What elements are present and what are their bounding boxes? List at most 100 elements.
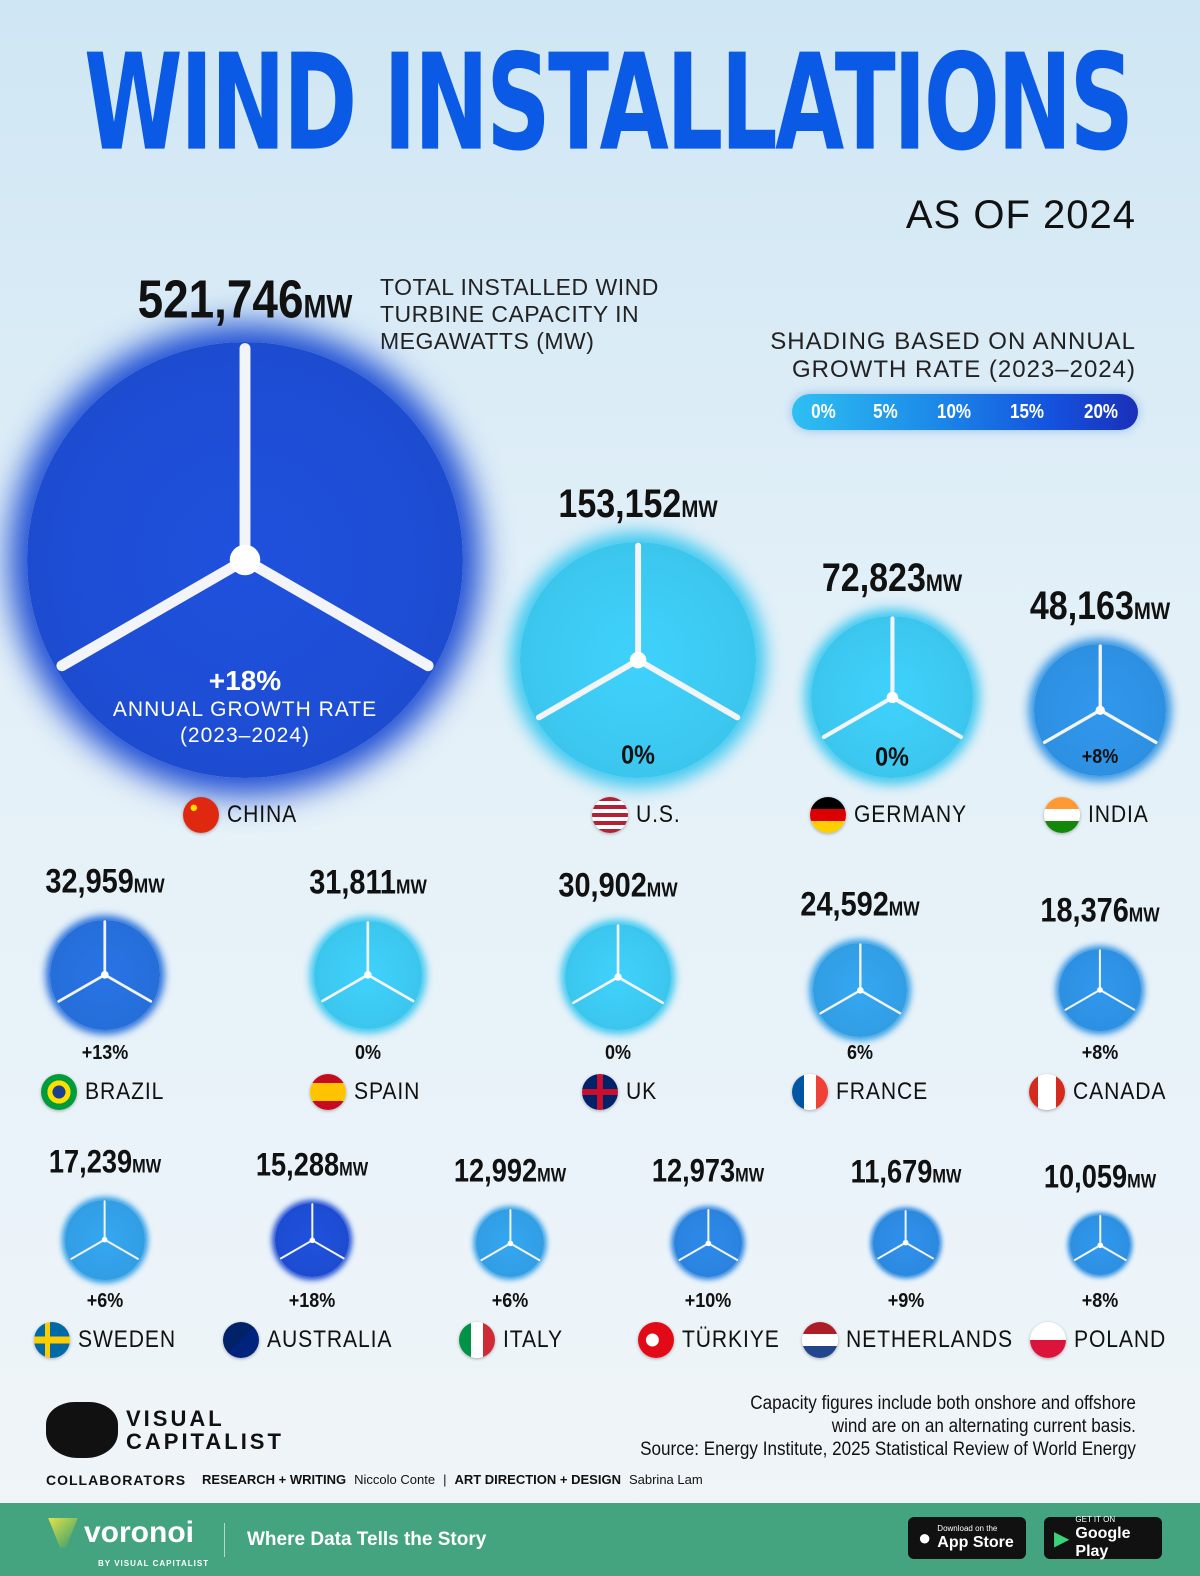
divider: | [443, 1472, 447, 1487]
bubble-china [27, 342, 463, 778]
country-name: BRAZIL [85, 1077, 165, 1105]
bubble-australia [274, 1202, 350, 1278]
country-name: SPAIN [354, 1077, 421, 1105]
bubble-netherlands [873, 1210, 939, 1276]
turbine-blade [572, 975, 620, 1005]
turbine-blade [239, 554, 434, 672]
turbine-icon [572, 924, 664, 1005]
growth-label: 0% [875, 741, 909, 772]
bubble-italy [475, 1208, 545, 1278]
country-label: SPAIN [310, 1074, 429, 1110]
capacity-value: 10,059 [1043, 1158, 1128, 1195]
flag-icon [810, 797, 846, 833]
voronoi-icon [48, 1517, 78, 1548]
turbine-blade [678, 1241, 709, 1261]
turbine-blade [1073, 1243, 1101, 1261]
capacity-value: 521,746 [137, 269, 304, 330]
capacity-label: 32,959MW [45, 863, 165, 901]
turbine-hub [1097, 987, 1103, 993]
turbine-blade [616, 975, 664, 1005]
visual-capitalist-logo: VISUAL CAPITALIST [46, 1402, 284, 1458]
unit: MW [133, 875, 165, 898]
color-legend-bar: 0% 5% 10% 15% 20% [792, 394, 1138, 430]
google-play-button[interactable]: ▶ GET IT ON Google Play [1044, 1515, 1162, 1560]
bubble-uk [564, 923, 672, 1031]
play-small: GET IT ON [1075, 1515, 1116, 1524]
unit: MW [1128, 904, 1160, 927]
bubble-india [1033, 643, 1167, 777]
unit: MW [396, 876, 427, 899]
voronoi-logo[interactable]: voronoi [48, 1517, 194, 1548]
tagline: Where Data Tells the Story [224, 1522, 486, 1557]
country-label: UK [582, 1074, 661, 1110]
country-name: INDIA [1088, 800, 1149, 828]
country-label: U.S. [592, 797, 687, 833]
turbine-blade [103, 973, 153, 1003]
bubble-brazil [50, 920, 160, 1030]
capacity-value: 12,973 [651, 1152, 736, 1189]
growth-label: +8% [1081, 1290, 1119, 1312]
capacity-label: 15,288MW [255, 1146, 368, 1183]
capacity-label: 12,992MW [454, 1152, 566, 1188]
bubble-canada [1059, 949, 1141, 1031]
flag-icon [223, 1322, 259, 1358]
capacity-label: 48,163MW [1030, 584, 1170, 628]
size-description: TOTAL INSTALLED WIND TURBINE CAPACITY IN… [380, 274, 659, 354]
research-label: RESEARCH + WRITING [202, 1472, 347, 1487]
flag-icon [592, 797, 628, 833]
turbine-blade [480, 1241, 511, 1261]
turbine-hub [629, 651, 647, 669]
capacity-value: 17,239 [48, 1143, 133, 1180]
capacity-label: 17,239MW [48, 1143, 161, 1180]
country-name: SWEDEN [78, 1325, 176, 1353]
growth-label: +8% [1081, 1042, 1119, 1064]
capacity-label: 72,823MW [822, 556, 962, 600]
turbine-icon [57, 920, 153, 1003]
capacity-value: 30,902 [558, 866, 647, 905]
turbine-blade [1042, 708, 1102, 744]
voronoi-sub: BY VISUAL CAPITALIST [98, 1559, 210, 1568]
country-name: ITALY [503, 1325, 563, 1353]
turbine-blade [310, 1238, 345, 1260]
turbine-blade [56, 554, 251, 672]
capacity-value: 18,376 [1040, 891, 1129, 930]
capacity-value: 11,679 [850, 1153, 933, 1190]
turbine-icon [70, 1200, 140, 1261]
notes: Capacity figures include both onshore an… [640, 1392, 1136, 1461]
country-label: GERMANY [810, 797, 982, 833]
turbine-blade [819, 988, 862, 1015]
flag-icon [1030, 1322, 1066, 1358]
turbine-icon [1064, 949, 1136, 1011]
turbine-hub [101, 971, 109, 979]
growth-label: +6% [491, 1290, 529, 1312]
country-name: AUSTRALIA [267, 1325, 393, 1353]
country-label: NETHERLANDS [802, 1322, 1036, 1358]
app-store-button[interactable]: ● Download on the App Store [908, 1517, 1026, 1559]
growth-label: +10% [684, 1290, 732, 1312]
growth-label: 0% [621, 739, 655, 770]
turbine-hub [856, 986, 864, 994]
unit: MW [681, 495, 718, 523]
bubble-poland [1069, 1214, 1131, 1276]
play-label: Google Play [1075, 1525, 1131, 1560]
capacity-value: 15,288 [255, 1146, 340, 1183]
turbine-blade [103, 1238, 140, 1261]
growth-caption-line1: ANNUAL GROWTH RATE [112, 698, 378, 721]
turbine-blade [321, 973, 370, 1003]
country-label: CANADA [1029, 1074, 1179, 1110]
appstore-small: Download on the [937, 1524, 998, 1533]
growth-label: +18% [208, 665, 282, 696]
turbine-blade [1064, 988, 1102, 1011]
country-name: POLAND [1074, 1325, 1167, 1353]
turbine-icon [279, 1202, 345, 1260]
turbine-blade [904, 1241, 935, 1260]
country-name: GERMANY [854, 800, 967, 828]
country-label: CHINA [183, 797, 307, 833]
turbine-blade [889, 694, 963, 739]
unit: MW [1127, 1171, 1157, 1193]
capacity-label: 24,592MW [800, 885, 919, 923]
bubble-spain [314, 921, 422, 1029]
country-name: UK [626, 1077, 658, 1105]
bubble-türkiye [673, 1208, 743, 1278]
turbine-hub [364, 971, 372, 979]
